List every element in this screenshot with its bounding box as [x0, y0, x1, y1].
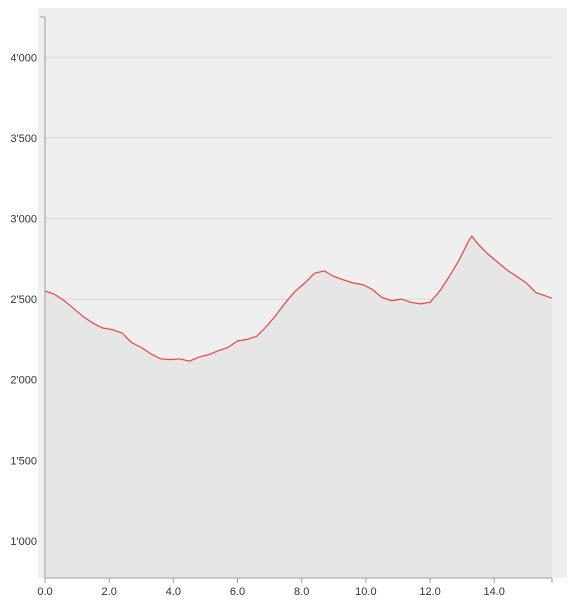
y-tick-label: 2'000 [10, 375, 37, 387]
y-tick-label: 4'000 [10, 52, 37, 64]
y-tick-label: 1'000 [10, 536, 37, 548]
axes [40, 16, 553, 583]
y-tick-label: 1'500 [10, 455, 37, 467]
elevation-line [44, 235, 553, 362]
x-tick-label: 0.0 [37, 586, 52, 598]
y-tick-label: 2'500 [10, 294, 37, 306]
x-tick-label: 10.0 [355, 586, 376, 598]
y-tick-label: 3'000 [10, 214, 37, 226]
x-tick-label: 6.0 [230, 586, 245, 598]
x-tick-label: 12.0 [419, 586, 440, 598]
x-tick-label: 8.0 [294, 586, 309, 598]
x-axis-ticks: 0.0 2.0 4.0 6.0 8.0 10.0 12.0 14.0 [37, 578, 505, 598]
y-axis-ticks: 1'000 1'500 2'000 2'500 3'000 3'500 4'000 [10, 52, 37, 548]
x-tick-label: 14.0 [484, 586, 505, 598]
y-tick-label: 3'500 [10, 133, 37, 145]
x-tick-label: 4.0 [166, 586, 181, 598]
x-tick-label: 2.0 [102, 586, 117, 598]
elevation-area-fill [45, 236, 552, 578]
